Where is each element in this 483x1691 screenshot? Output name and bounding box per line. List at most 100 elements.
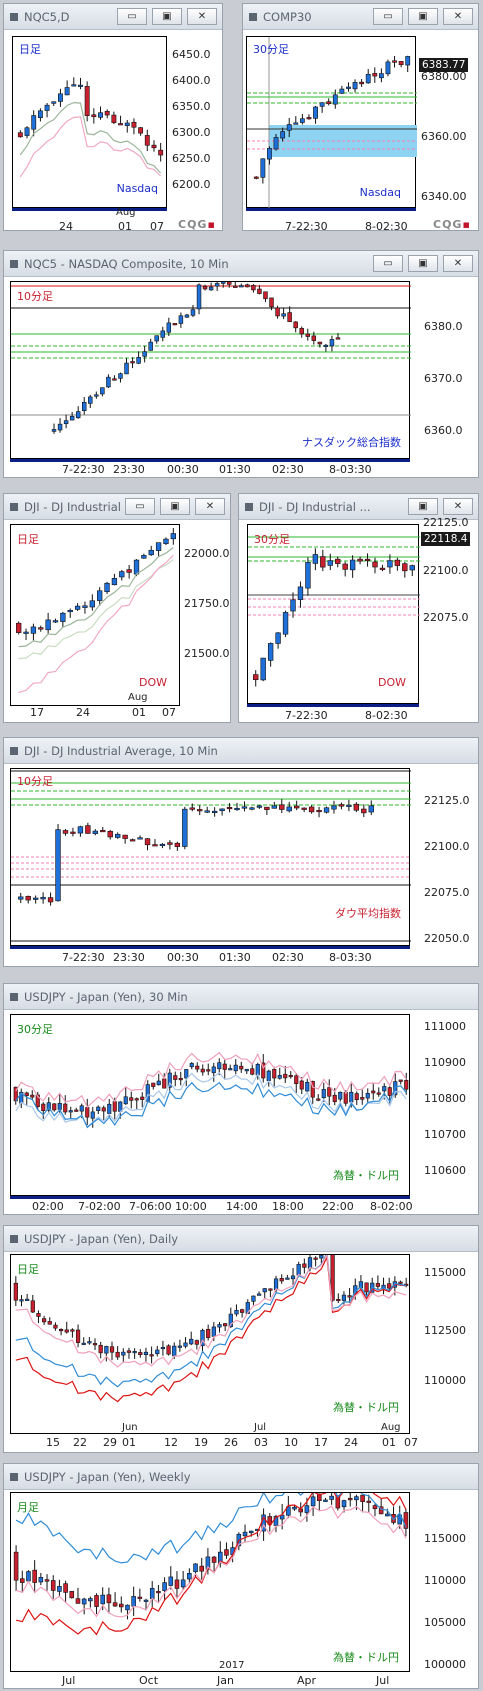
window-titlebar[interactable]: DJI - DJ Industrial Average, 10 Min	[4, 738, 478, 764]
candle-body	[281, 313, 286, 317]
price-chart-area[interactable]: 日足 Nasdaq	[12, 36, 167, 208]
candle-body	[253, 674, 259, 680]
chart-window-usdjpy-daily[interactable]: USDJPY - Japan (Yen), Daily 日足 為替・ドル円 11…	[3, 1225, 479, 1453]
chart-window-usdjpy-weekly[interactable]: USDJPY - Japan (Yen), Weekly 月足 為替・ドル円 1…	[3, 1463, 479, 1689]
candle-body	[112, 1101, 117, 1112]
moving-average-line	[15, 1081, 407, 1129]
candle-body	[115, 833, 121, 838]
candle-body	[18, 896, 24, 900]
candle-body	[25, 1298, 30, 1301]
price-chart-area[interactable]: 30分足 DOW	[247, 524, 420, 704]
candle-body	[156, 1080, 161, 1086]
restore-button[interactable]: ▣	[160, 498, 190, 515]
candle-body	[126, 1350, 132, 1353]
candle-body	[249, 807, 255, 810]
minimize-button[interactable]: ▭	[373, 8, 403, 25]
price-chart-area[interactable]: 30分足 為替・ドル円	[10, 1014, 410, 1196]
candle-body	[241, 806, 248, 809]
candle-body	[180, 1579, 186, 1588]
chart-window-comp30[interactable]: COMP30 ▭ ▣ ✕ 30分足 Nasdaq 6383.77 6380.00…	[242, 3, 479, 231]
instrument-label: DOW	[138, 676, 167, 689]
chart-window-usdjpy-30min[interactable]: USDJPY - Japan (Yen), 30 Min 30分足 為替・ドル円…	[3, 983, 479, 1215]
period-label: 30分足	[253, 43, 289, 56]
minimize-button[interactable]: ▭	[117, 8, 147, 25]
minimize-button[interactable]: ▭	[125, 498, 155, 515]
window-titlebar[interactable]: USDJPY - Japan (Yen), Daily	[4, 1226, 478, 1252]
candle-body	[162, 1582, 167, 1592]
candle-body	[242, 1531, 248, 1537]
candle-body	[136, 357, 141, 364]
candle-body	[271, 805, 277, 809]
candle-body	[283, 1073, 288, 1079]
candle-body	[204, 810, 210, 813]
price-chart-area[interactable]: 日足 為替・ドル円	[10, 1254, 410, 1434]
window-titlebar[interactable]: COMP30 ▭ ▣ ✕	[243, 4, 478, 30]
restore-button[interactable]: ▣	[408, 498, 438, 515]
candle-body	[90, 1111, 95, 1119]
candle-body	[196, 284, 202, 310]
price-chart-area[interactable]: 30分足 Nasdaq	[246, 36, 417, 209]
candle-body	[63, 420, 69, 425]
candle-body	[124, 362, 129, 375]
price-chart-area[interactable]: 日足 DOW	[10, 524, 180, 706]
price-chart-area[interactable]: 月足 為替・ドル円	[10, 1492, 410, 1672]
window-title: DJI - DJ Industrial ...	[24, 500, 136, 514]
minimize-button[interactable]: ▭	[373, 255, 403, 272]
close-button[interactable]: ✕	[443, 8, 473, 25]
candle-body	[98, 112, 103, 118]
window-titlebar[interactable]: DJI - DJ Industrial ... ▭ ▣ ✕	[239, 494, 478, 520]
window-titlebar[interactable]: NQC5 - NASDAQ Composite, 10 Min ▭ ▣ ✕	[4, 251, 478, 277]
candle-body	[38, 1577, 44, 1583]
moving-average-line	[15, 1255, 407, 1368]
candle-body	[109, 1346, 115, 1353]
chart-window-dji-30min[interactable]: DJI - DJ Industrial ... ▭ ▣ ✕ 30分足 DOW 2…	[238, 493, 479, 723]
restore-button[interactable]: ▣	[408, 255, 438, 272]
candle-body	[173, 1075, 178, 1080]
candle-body	[144, 838, 151, 846]
x-axis-sublabel: Jul	[254, 1422, 267, 1433]
candle-body	[339, 88, 345, 94]
candle-body	[26, 1571, 31, 1582]
candle-body	[106, 376, 111, 388]
candle-body	[88, 1598, 93, 1602]
candle-body	[364, 558, 371, 561]
price-chart-area[interactable]: 10分足 ダウ平均指数	[10, 768, 411, 946]
window-titlebar[interactable]: USDJPY - Japan (Yen), 30 Min	[4, 984, 478, 1010]
close-button[interactable]: ✕	[187, 8, 217, 25]
moving-average-line	[15, 1505, 407, 1618]
close-button[interactable]: ✕	[443, 498, 473, 515]
candle-body	[57, 1586, 62, 1592]
candle-body	[131, 1596, 136, 1607]
candlestick-chart	[247, 37, 417, 209]
candle-body	[47, 897, 54, 903]
candle-body	[286, 1506, 291, 1516]
candle-body	[19, 1299, 24, 1302]
window-titlebar[interactable]: DJI - DJ Industrial ... ▭ ▣ ✕	[4, 494, 230, 520]
chart-window-dji-daily[interactable]: DJI - DJ Industrial ... ▭ ▣ ✕ 日足 DOW 220…	[3, 493, 231, 723]
restore-button[interactable]: ▣	[152, 8, 182, 25]
candle-body	[312, 554, 319, 564]
chart-window-dji-10min[interactable]: DJI - DJ Industrial Average, 10 Min 10分足…	[3, 737, 479, 967]
window-icon	[10, 993, 18, 1001]
window-icon	[10, 260, 18, 268]
candle-body	[331, 805, 337, 810]
window-titlebar[interactable]: USDJPY - Japan (Yen), Weekly	[4, 1464, 478, 1490]
candle-body	[97, 590, 103, 601]
candle-body	[47, 1321, 52, 1325]
candle-body	[143, 1351, 149, 1355]
restore-button[interactable]: ▣	[408, 8, 438, 25]
window-icon	[10, 503, 18, 511]
candle-body	[91, 114, 97, 118]
close-button[interactable]: ✕	[443, 255, 473, 272]
candle-body	[194, 1340, 199, 1345]
window-title: NQC5 - NASDAQ Composite, 10 Min	[24, 257, 229, 271]
window-titlebar[interactable]: NQC5,D ▭ ▣ ✕	[4, 4, 222, 30]
candle-body	[115, 1351, 120, 1358]
chart-window-nqc5-daily[interactable]: NQC5,D ▭ ▣ ✕ 日足 Nasdaq 6450.0 6400.0 635…	[3, 3, 223, 231]
price-chart-area[interactable]: 10分足 ナスダック総合指数	[10, 281, 411, 459]
candle-body	[101, 1107, 106, 1112]
chart-window-nqc5-10min[interactable]: NQC5 - NASDAQ Composite, 10 Min ▭ ▣ ✕ 10…	[3, 250, 479, 478]
instrument-label: 為替・ドル円	[333, 1651, 399, 1664]
candle-body	[269, 297, 274, 308]
close-button[interactable]: ✕	[195, 498, 225, 515]
